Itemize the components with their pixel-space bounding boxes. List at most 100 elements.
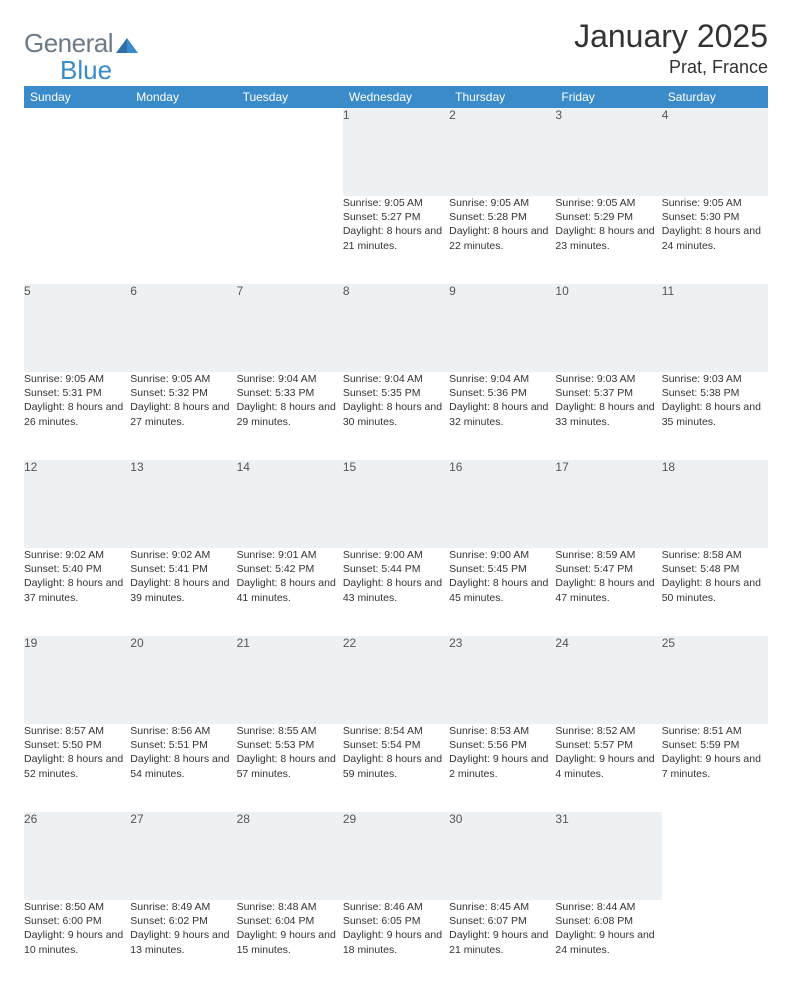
day-number-cell: 20 [130,636,236,724]
daylight-text: Daylight: 8 hours and 50 minutes. [662,577,761,603]
daynum-row: 567891011 [24,284,768,372]
day-details-cell: Sunrise: 8:44 AM Sunset: 6:08 PM Daylight:… [555,900,661,988]
day-details-cell: Sunrise: 9:02 AM Sunset: 5:41 PM Daylight:… [130,548,236,636]
brand-logo: General [24,18,140,59]
day-details-cell [237,196,343,284]
daylight-text: Daylight: 8 hours and 52 minutes. [24,753,123,779]
month-title: January 2025 [574,18,768,55]
sunset-text: Sunset: 5:41 PM [130,563,208,575]
sunset-text: Sunset: 6:00 PM [24,915,102,927]
sunset-text: Sunset: 5:40 PM [24,563,102,575]
day-details-cell: Sunrise: 8:48 AMSunset: 6:04 PMDaylight:… [237,900,343,988]
sunset-text: Sunset: 5:35 PM [343,387,421,399]
sunset-text: Sunset: 5:31 PM [24,387,102,399]
day-number-cell [237,108,343,196]
day-details-cell: Sunrise: 8:52 AMSunset: 5:57 PMDaylight:… [555,724,661,812]
sunrise-text: Sunrise: 8:56 AM [130,725,210,737]
day-details-cell: Sunrise: 8:49 AMSunset: 6:02 PMDaylight:… [130,900,236,988]
day-number-cell: 18 [662,460,768,548]
sunrise-text: Sunrise: 8:58 AM [662,549,742,561]
day-details-cell: Sunrise: 9:02 AM Sunset: 5:40 PM Daylight:… [24,548,130,636]
daylight-text: Daylight: 8 hours and 23 minutes. [555,225,654,251]
day-details-cell: Sunrise: 9:01 AMSunset: 5:42 PMDaylight:… [237,548,343,636]
sunrise-text: Sunrise: 8:45 AM [449,901,529,913]
details-row: Sunrise: 9:05 AM Sunset: 5:31 PM Daylight:… [24,372,768,460]
sunset-text: Sunset: 6:08 PM [555,915,633,927]
day-number-cell: 8 [343,284,449,372]
daylight-text: Daylight: 9 hours and 24 minutes. [555,929,654,955]
sunrise-text: Sunrise: 8:46 AM [343,901,423,913]
sunset-text: Sunset: 5:51 PM [130,739,208,751]
day-details-cell [24,196,130,284]
sunrise-text: Sunrise: 8:53 AM [449,725,529,737]
daylight-text: Daylight: 8 hours and 32 minutes. [449,401,548,427]
day-details-cell: Sunrise: 9:05 AMSunset: 5:28 PMDaylight:… [449,196,555,284]
day-number-cell: 5 [24,284,130,372]
daylight-text: Daylight: 9 hours and 7 minutes. [662,753,761,779]
sunset-text: Sunset: 5:47 PM [555,563,633,575]
sunrise-text: Sunrise: 9:05 AM [449,197,529,209]
weekday-header-row: Sunday Monday Tuesday Wednesday Thursday… [24,86,768,108]
day-details-cell: Sunrise: 9:04 AM Sunset: 5:35 PM Daylight:… [343,372,449,460]
sunrise-text: Sunrise: 8:44 AM [555,901,635,913]
sunrise-text: Sunrise: 8:50 AM [24,901,104,913]
day-number-cell: 11 [662,284,768,372]
sunset-text: Sunset: 5:54 PM [343,739,421,751]
day-details-cell: Sunrise: 9:05 AM Sunset: 5:27 PM Daylight:… [343,196,449,284]
details-row: Sunrise: 8:50 AM Sunset: 6:00 PM Daylight:… [24,900,768,988]
day-details-cell: Sunrise: 9:05 AMSunset: 5:31 PMDaylight:… [24,372,130,460]
sunset-text: Sunset: 5:27 PM [343,211,421,223]
sunrise-text: Sunrise: 9:02 AM [24,549,104,561]
daylight-text: Daylight: 8 hours and 37 minutes. [24,577,123,603]
sunrise-text: Sunrise: 9:04 AM [343,373,423,385]
sunset-text: Sunset: 6:02 PM [130,915,208,927]
daylight-text: Daylight: 8 hours and 30 minutes. [343,401,442,427]
details-row: Sunrise: 9:05 AM Sunset: 5:27 PM Daylight:… [24,196,768,284]
sunset-text: Sunset: 5:48 PM [662,563,740,575]
daylight-text: Daylight: 8 hours and 39 minutes. [130,577,229,603]
day-number-cell: 30 [449,812,555,900]
day-details-cell: Sunrise: 8:57 AMSunset: 5:50 PMDaylight:… [24,724,130,812]
day-details-cell: Sunrise: 9:03 AMSunset: 5:37 PMDaylight:… [555,372,661,460]
day-number-cell: 7 [237,284,343,372]
sunrise-text: Sunrise: 9:03 AM [555,373,635,385]
day-number-cell: 29 [343,812,449,900]
calendar-table: Sunday Monday Tuesday Wednesday Thursday… [24,86,768,988]
sunrise-text: Sunrise: 9:02 AM [130,549,210,561]
day-details-cell: Sunrise: 9:05 AMSunset: 5:32 PMDaylight:… [130,372,236,460]
weekday-header: Thursday [449,86,555,108]
day-number-cell: 25 [662,636,768,724]
sunrise-text: Sunrise: 9:05 AM [24,373,104,385]
day-details-cell [130,196,236,284]
day-number-cell: 26 [24,812,130,900]
day-number-cell: 28 [237,812,343,900]
daylight-text: Daylight: 8 hours and 24 minutes. [662,225,761,251]
daynum-row: 1234 [24,108,768,196]
sunset-text: Sunset: 5:42 PM [237,563,315,575]
day-number-cell [130,108,236,196]
day-number-cell: 3 [555,108,661,196]
sunset-text: Sunset: 6:04 PM [237,915,315,927]
daylight-text: Daylight: 8 hours and 35 minutes. [662,401,761,427]
weekday-header: Tuesday [237,86,343,108]
sunset-text: Sunset: 5:38 PM [662,387,740,399]
sunrise-text: Sunrise: 9:05 AM [555,197,635,209]
title-block: January 2025 Prat, France [574,18,768,78]
day-details-cell [662,900,768,988]
day-number-cell: 19 [24,636,130,724]
daynum-row: 262728293031 [24,812,768,900]
day-number-cell: 31 [555,812,661,900]
sunset-text: Sunset: 5:33 PM [237,387,315,399]
daylight-text: Daylight: 8 hours and 21 minutes. [343,225,442,251]
sunrise-text: Sunrise: 9:05 AM [343,197,423,209]
sunrise-text: Sunrise: 9:00 AM [449,549,529,561]
sunset-text: Sunset: 5:56 PM [449,739,527,751]
weekday-header: Saturday [662,86,768,108]
day-details-cell: Sunrise: 9:05 AMSunset: 5:30 PMDaylight:… [662,196,768,284]
day-details-cell: Sunrise: 9:03 AMSunset: 5:38 PMDaylight:… [662,372,768,460]
daylight-text: Daylight: 8 hours and 43 minutes. [343,577,442,603]
sunrise-text: Sunrise: 9:05 AM [662,197,742,209]
sunset-text: Sunset: 6:05 PM [343,915,421,927]
daylight-text: Daylight: 8 hours and 47 minutes. [555,577,654,603]
day-number-cell: 24 [555,636,661,724]
